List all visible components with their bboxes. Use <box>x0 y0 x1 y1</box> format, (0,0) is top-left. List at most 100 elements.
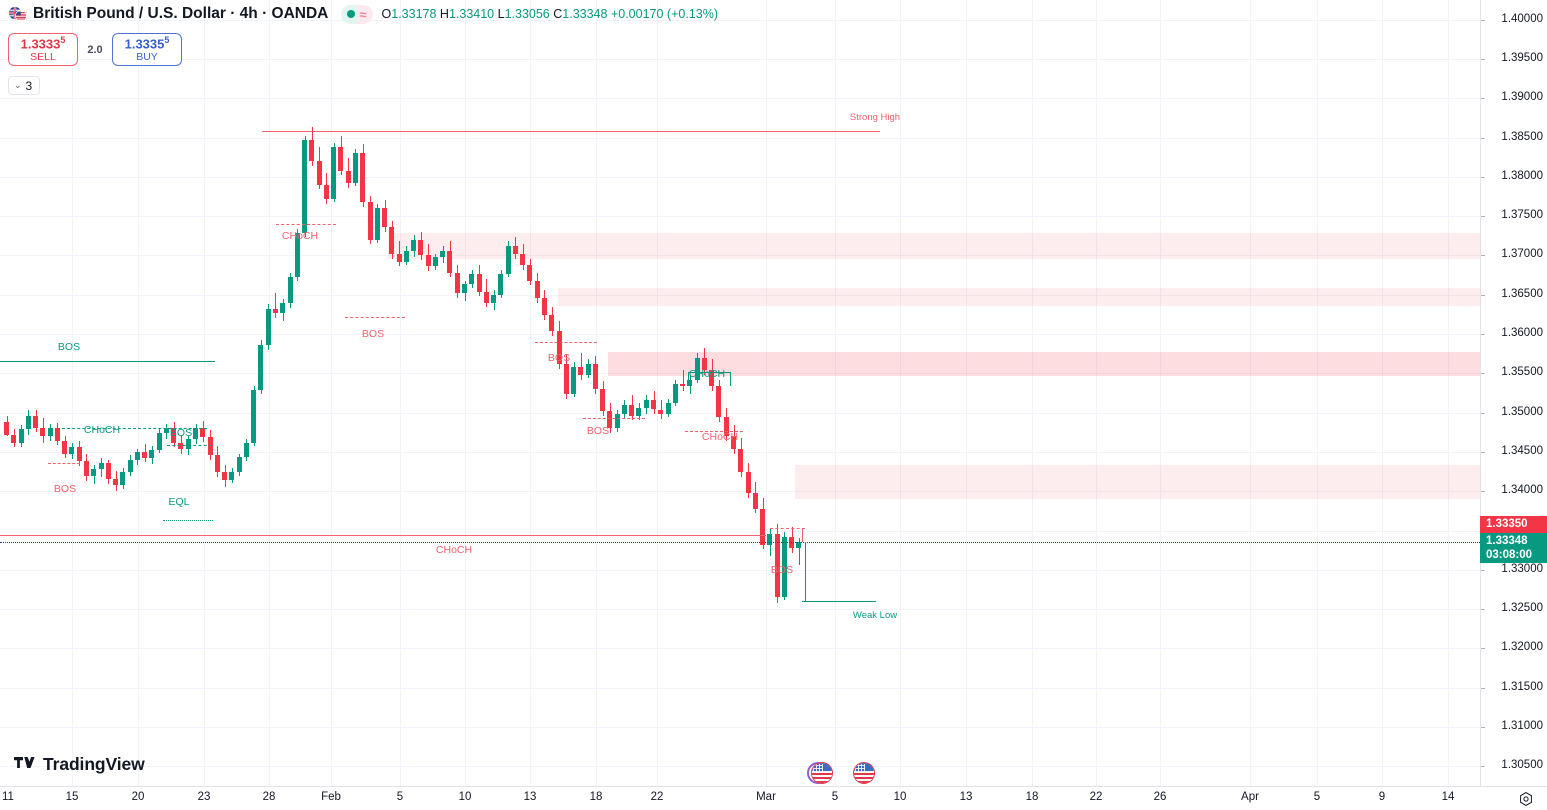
candle-body <box>425 255 431 267</box>
structure-level-line[interactable] <box>345 317 405 318</box>
structure-level-line[interactable] <box>802 601 876 602</box>
candle-body <box>643 400 649 408</box>
price-axis-label: 1.38000 <box>1501 170 1543 182</box>
candle-body <box>476 274 482 292</box>
structure-level-line[interactable] <box>48 463 80 464</box>
gridline-horizontal <box>0 216 1480 217</box>
gridline-vertical <box>1250 0 1251 786</box>
bracket-tick <box>730 372 731 386</box>
price-axis-label: 1.39000 <box>1501 91 1543 103</box>
price-axis-label: 1.40000 <box>1501 13 1543 25</box>
gridline-vertical <box>1096 0 1097 786</box>
chart-plot-area[interactable]: Strong High BOS CHoCH BOS BOS EQL CHoCH BOS BOS C… <box>0 0 1480 786</box>
price-axis-label: 1.39500 <box>1501 52 1543 64</box>
structure-level-line[interactable] <box>535 342 597 343</box>
candle-body <box>454 272 460 294</box>
structure-level-line[interactable] <box>262 131 880 132</box>
candle-body <box>469 274 475 284</box>
tilde-icon: ≈ <box>359 6 367 22</box>
gridline-vertical <box>1448 0 1449 786</box>
candle-body <box>54 428 60 441</box>
candle-wick <box>661 400 662 419</box>
candle-body <box>491 294 497 303</box>
candle-body <box>4 422 9 435</box>
price-axis[interactable]: 1.40000 1.39500 1.39000 1.38500 1.38000 1.375… <box>1480 0 1547 786</box>
structure-level-line[interactable] <box>62 428 207 429</box>
price-axis-label: 1.32000 <box>1501 641 1543 653</box>
candle-body <box>360 153 366 202</box>
structure-level-line[interactable] <box>770 528 805 529</box>
supply-zone[interactable] <box>608 352 1480 376</box>
candle-body <box>745 472 751 493</box>
structure-level-line[interactable] <box>685 431 743 432</box>
candle-body <box>651 400 657 410</box>
sell-price-badge[interactable]: 1.33350 <box>1480 516 1547 533</box>
price-tick <box>1481 334 1485 335</box>
candle-body <box>716 385 722 418</box>
timescale-settings-icon[interactable] <box>1519 792 1533 806</box>
structure-level-line[interactable] <box>0 542 1480 543</box>
bar-countdown: 03:08:00 <box>1486 549 1533 561</box>
price-tick <box>1481 177 1485 178</box>
candle-body <box>33 415 39 428</box>
bracket-tick <box>805 542 806 602</box>
buy-button[interactable]: 1.33355 BUY <box>112 33 182 66</box>
structure-level-line[interactable] <box>163 520 213 521</box>
structure-level-line[interactable] <box>167 445 212 446</box>
market-status-badge[interactable]: ≈ <box>341 4 373 24</box>
gridline-horizontal <box>0 295 1480 296</box>
candle-body <box>251 389 257 444</box>
us-flag-event-icon[interactable] <box>853 762 875 784</box>
structure-level-line[interactable] <box>0 361 215 362</box>
candle-body <box>345 170 351 184</box>
last-price-badge[interactable]: 1.33348 03:08:00 <box>1480 533 1547 563</box>
candle-body <box>781 536 787 597</box>
gridline-vertical <box>1032 0 1033 786</box>
sell-button[interactable]: 1.33335 SELL <box>8 33 78 66</box>
supply-zone[interactable] <box>388 233 1480 259</box>
candle-body <box>309 139 315 162</box>
spread-value: 2.0 <box>87 43 103 56</box>
structure-level-line[interactable] <box>0 535 766 536</box>
gridline-vertical <box>269 0 270 786</box>
candle-body <box>665 403 671 415</box>
chart-header: British Pound / U.S. Dollar · 4h · OANDA… <box>0 0 718 28</box>
price-tick <box>1481 648 1485 649</box>
candle-body <box>280 303 286 313</box>
candle-body <box>120 472 126 485</box>
gridline-vertical <box>835 0 836 786</box>
candle-body <box>352 153 358 184</box>
structure-level-line[interactable] <box>583 418 645 419</box>
ohlc-legend: O1.33178 H1.33410 L1.33056 C1.33348 +0.0… <box>382 7 718 21</box>
page-title[interactable]: British Pound / U.S. Dollar · 4h · OANDA <box>33 5 329 22</box>
us-flag-event-icon[interactable] <box>811 762 833 784</box>
candle-body <box>709 370 715 386</box>
candle-body <box>396 253 402 262</box>
structure-annotation-label: EQL <box>168 496 190 508</box>
gridline-vertical <box>72 0 73 786</box>
structure-level-line[interactable] <box>688 372 730 373</box>
price-axis-label: 1.32500 <box>1501 602 1543 614</box>
price-axis-label: 1.36500 <box>1501 288 1543 300</box>
supply-zone[interactable] <box>795 465 1480 499</box>
gridline-vertical <box>530 0 531 786</box>
ohlc-close-value: 1.33348 <box>562 7 608 21</box>
time-axis-label: 26 <box>1153 791 1167 803</box>
price-axis-label: 1.34500 <box>1501 445 1543 457</box>
structure-annotation-label: CHoCH <box>435 544 473 556</box>
time-axis-label: 5 <box>1313 791 1321 803</box>
ohlc-high-key: H <box>439 7 449 21</box>
structure-annotation-label: Strong High <box>849 112 901 123</box>
time-axis[interactable]: 11 15 20 23 28 Feb 5 10 13 18 22 Mar 5 10 13 18 22 26 Apr 5… <box>0 786 1547 810</box>
candle-body <box>658 409 664 415</box>
time-axis-label: 5 <box>831 791 839 803</box>
quantity-stepper[interactable]: ⌄ 3 <box>8 76 41 95</box>
structure-level-line[interactable] <box>276 224 336 225</box>
price-tick <box>1481 373 1485 374</box>
time-axis-label: 22 <box>1089 791 1103 803</box>
price-axis-label: 1.38500 <box>1501 131 1543 143</box>
supply-zone[interactable] <box>558 288 1480 306</box>
ohlc-low-key: L <box>497 7 505 21</box>
sell-price: 1.33335 <box>20 35 66 52</box>
candle-body <box>403 250 409 262</box>
